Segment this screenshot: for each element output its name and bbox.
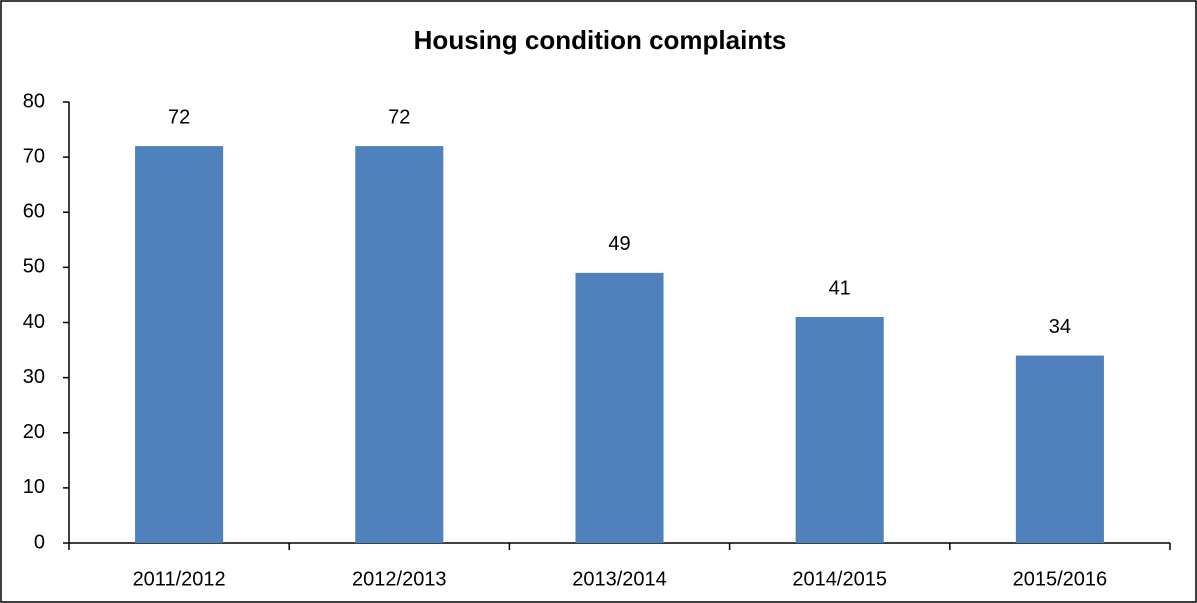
bar [1015,355,1104,543]
y-tick-label: 10 [23,476,45,498]
y-tick-label: 60 [23,201,45,223]
y-tick-label: 40 [23,311,45,333]
bar [795,316,884,543]
bar [355,146,444,543]
data-label: 41 [829,277,851,299]
bar [575,272,664,543]
data-label: 72 [388,106,410,128]
bar [135,146,224,543]
x-tick-label: 2013/2014 [572,568,667,590]
x-tick-label: 2015/2016 [1013,568,1108,590]
y-tick-label: 80 [23,90,45,112]
x-tick-label: 2011/2012 [133,568,226,590]
data-label: 49 [608,233,630,255]
y-tick-label: 50 [23,256,45,278]
y-tick-label: 0 [34,531,45,553]
chart-title: Housing condition complaints [414,25,787,55]
y-tick-label: 30 [23,366,45,388]
data-label: 72 [168,106,190,128]
y-tick-label: 20 [23,421,45,443]
x-tick-label: 2014/2015 [792,568,887,590]
x-tick-label: 2012/2013 [352,568,447,590]
y-tick-label: 70 [23,145,45,167]
data-label: 34 [1049,316,1071,338]
